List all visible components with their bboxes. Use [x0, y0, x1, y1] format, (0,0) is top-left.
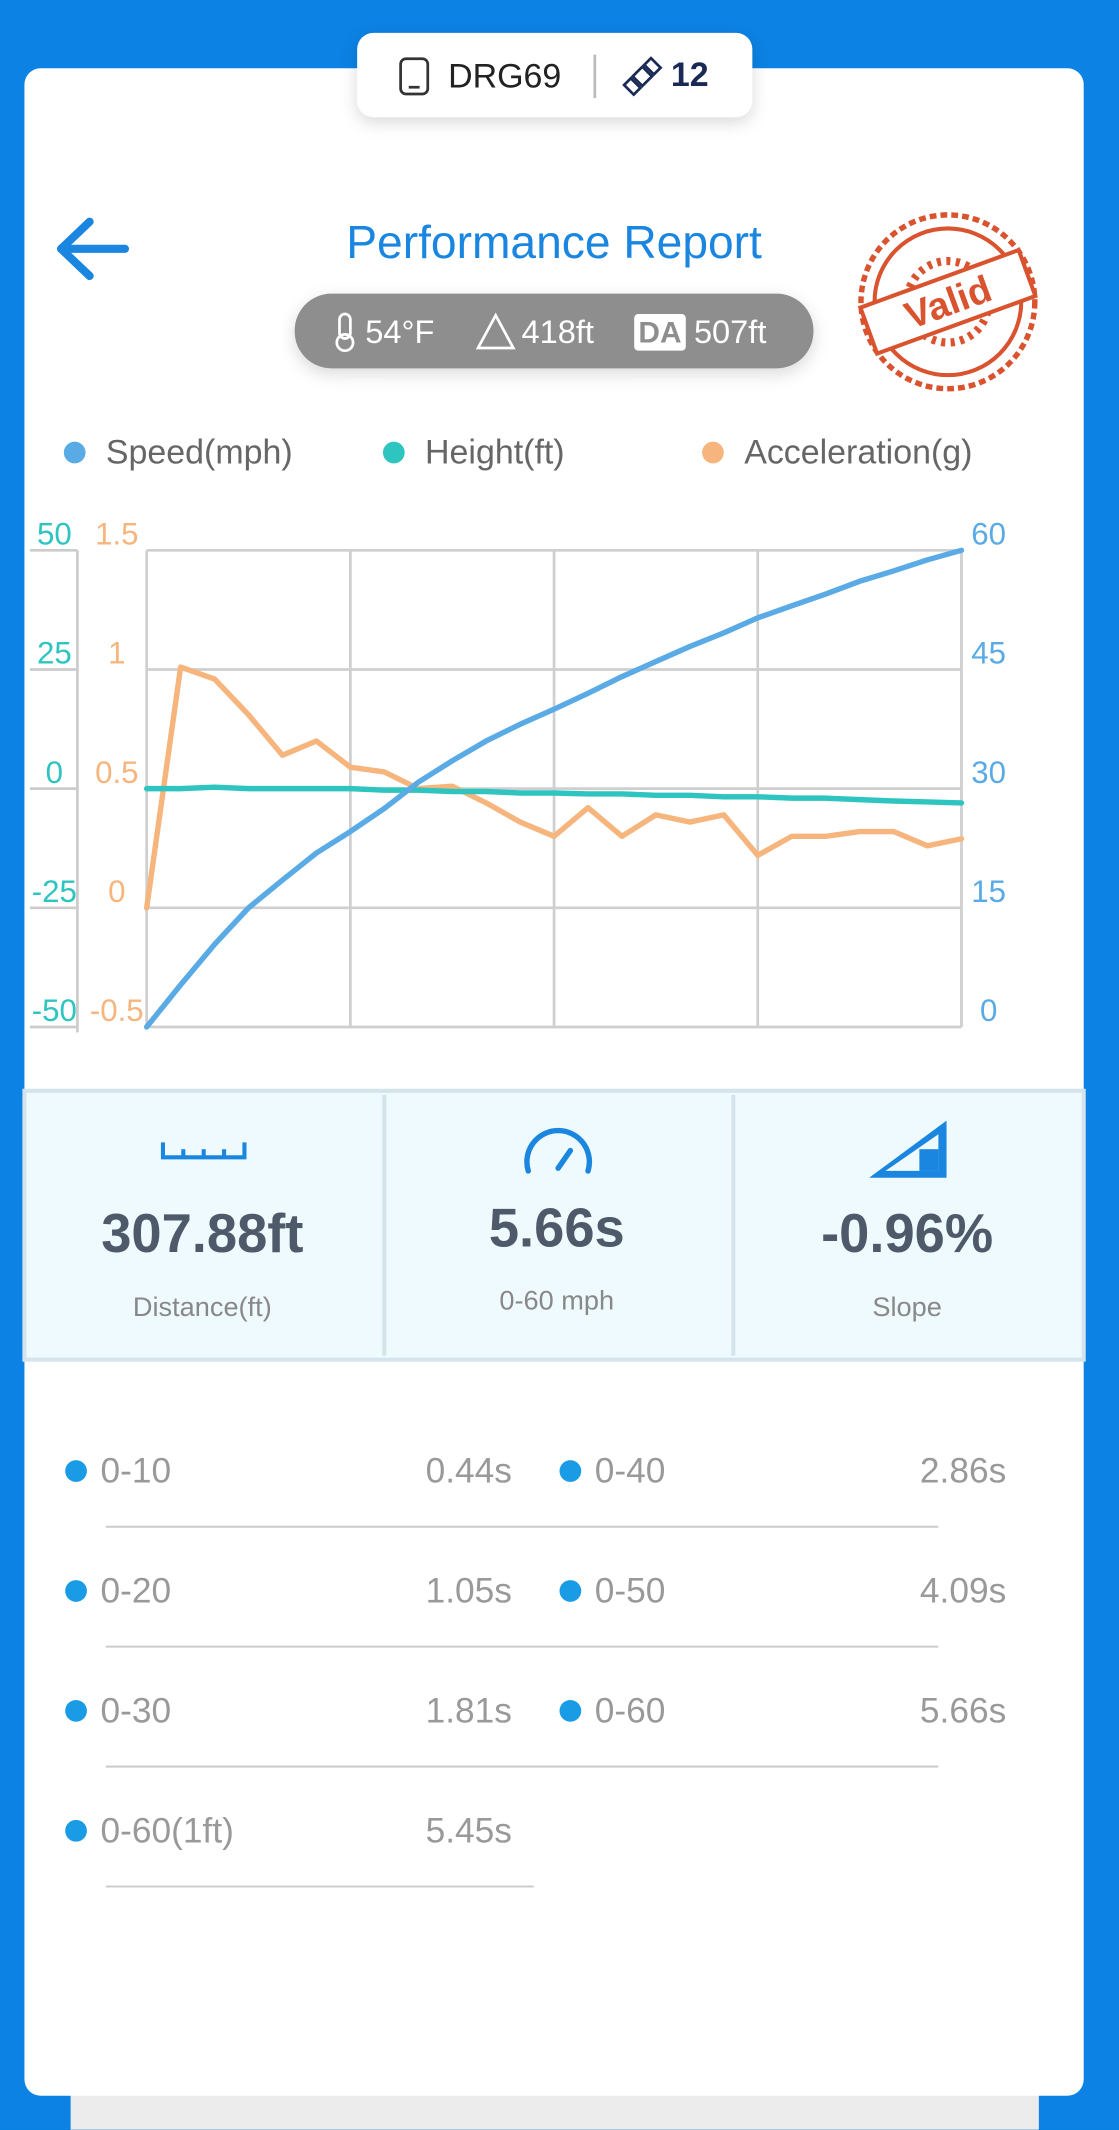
stats-panel — [22, 1088, 1086, 1362]
splits-list: 0-10 0.44s 0-40 2.86s 0-20 1.05s 0-50 4.09s 0-30… — [65, 1452, 1006, 1888]
altitude-icon — [475, 312, 516, 350]
density-altitude: 507ft — [694, 313, 766, 350]
valid-stamp: Valid — [857, 212, 1038, 392]
split-label: 0-60 — [595, 1691, 666, 1730]
y2-tick-label: 30 — [971, 755, 1006, 790]
split-dot — [65, 1819, 87, 1842]
y3-tick-label: 0.5 — [95, 755, 138, 790]
series-line — [143, 784, 965, 806]
ruler-icon — [160, 1142, 247, 1160]
y3-tick-label: -0.5 — [90, 993, 144, 1028]
chart: 60 45 30 15 0 50 25 0 -25 -50 1.5 1 0.5 0 -0.5 Speed(mp… — [29, 434, 1006, 1030]
split-time: 5.45s — [426, 1811, 512, 1850]
split-label: 0-50 — [595, 1571, 666, 1610]
legend-label: Speed(mph) — [106, 434, 293, 472]
stat-value: -0.96% — [821, 1203, 993, 1264]
legend-marker — [702, 441, 724, 464]
legend-marker — [382, 441, 405, 464]
stat-value: 5.66s — [489, 1197, 625, 1258]
split-time: 0.44s — [426, 1452, 512, 1491]
split-time: 5.66s — [920, 1691, 1006, 1730]
stat-value: 307.88ft — [101, 1203, 303, 1264]
split-dot — [65, 1580, 87, 1602]
split-label: 0-40 — [595, 1452, 666, 1491]
y2-tick-label: 0 — [980, 993, 997, 1028]
series-line — [143, 664, 965, 911]
satellite-count: 12 — [671, 56, 709, 94]
thermometer-icon — [335, 312, 355, 353]
split-label: 0-20 — [100, 1571, 171, 1610]
split-time: 1.05s — [426, 1571, 512, 1610]
legend-marker — [63, 441, 86, 464]
header-pill — [357, 32, 753, 118]
stat-label: Distance(ft) — [133, 1291, 272, 1322]
series-line — [143, 547, 965, 1030]
stat-label: 0-60 mph — [499, 1284, 614, 1315]
y2-tick-label: 15 — [971, 874, 1006, 909]
y3-tick-label: 1.5 — [95, 517, 138, 552]
y-tick-label: -50 — [32, 993, 77, 1028]
split-time: 2.86s — [920, 1452, 1006, 1491]
temperature: 54°F — [365, 313, 434, 350]
split-time: 4.09s — [920, 1571, 1006, 1610]
y2-tick-label: 60 — [971, 517, 1006, 552]
da-badge — [634, 314, 686, 351]
split-dot — [65, 1460, 87, 1482]
split-dot — [559, 1700, 582, 1722]
legend-label: Acceleration(g) — [744, 434, 972, 472]
da-label: DA — [638, 317, 681, 350]
split-label: 0-60(1ft) — [100, 1811, 233, 1850]
device-icon — [399, 57, 430, 96]
split-dot — [559, 1460, 582, 1482]
card — [24, 68, 1084, 2096]
altitude: 418ft — [521, 313, 593, 350]
stat-label: Slope — [872, 1291, 941, 1322]
y3-tick-label: 0 — [108, 874, 125, 909]
gauge-icon — [524, 1127, 593, 1174]
y-tick-label: -25 — [32, 874, 77, 909]
legend-label: Height(ft) — [425, 434, 565, 472]
y2-tick-label: 45 — [971, 636, 1006, 671]
satellite-icon — [622, 56, 663, 97]
back-button[interactable] — [57, 217, 130, 281]
split-label: 0-10 — [100, 1452, 171, 1491]
y-tick-label: 0 — [46, 755, 63, 790]
split-dot — [559, 1580, 582, 1602]
y-tick-label: 25 — [37, 636, 72, 671]
device-id: DRG69 — [448, 57, 561, 95]
split-dot — [65, 1700, 87, 1722]
page-title: Performance Report — [346, 216, 762, 268]
split-time: 1.81s — [426, 1691, 512, 1730]
y-tick-label: 50 — [37, 517, 72, 552]
y3-tick-label: 1 — [108, 636, 125, 671]
split-label: 0-30 — [100, 1691, 171, 1730]
